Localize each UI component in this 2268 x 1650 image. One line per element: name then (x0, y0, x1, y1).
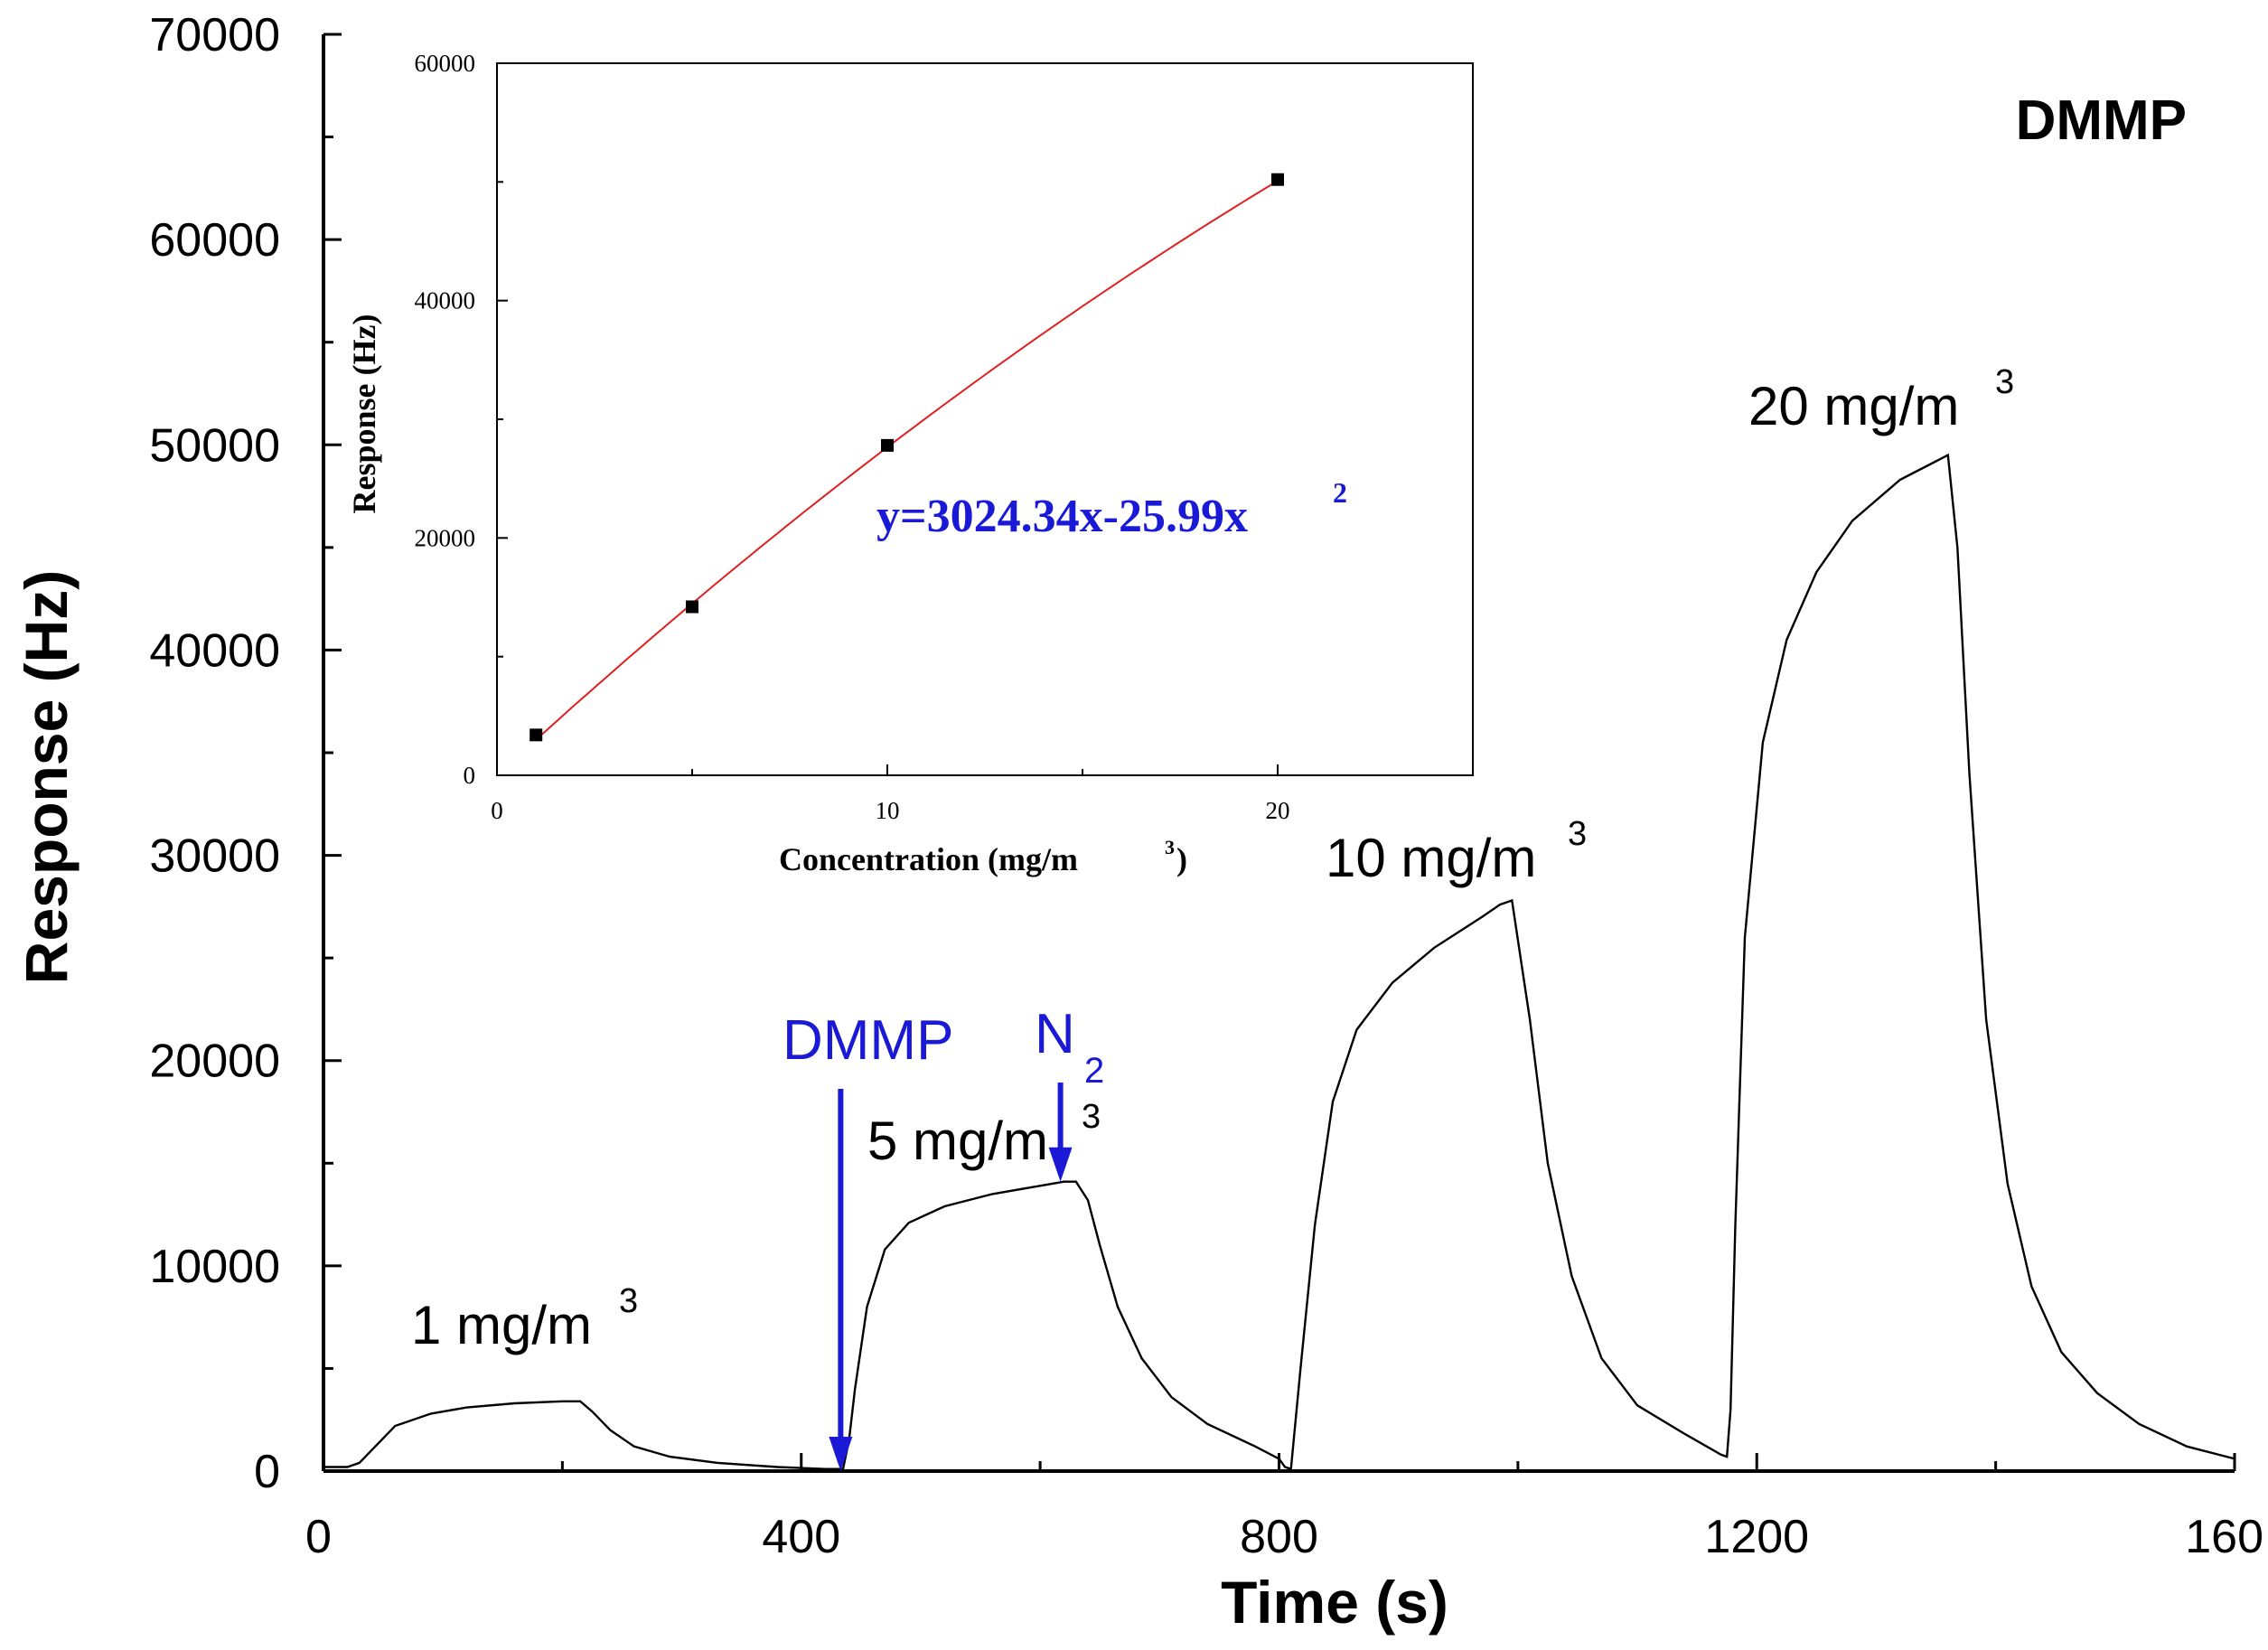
inset-tick-labels: 0 20000 40000 60000 0 10 20 (415, 50, 1290, 824)
main-axes (322, 33, 2236, 1473)
y-tick-label: 40000 (149, 624, 280, 677)
svg-text:Concentration (mg/m: Concentration (mg/m (779, 841, 1078, 877)
y-tick-label: 10000 (149, 1241, 280, 1293)
x-tick-label: 1200 (1704, 1511, 1809, 1563)
x-axis-title: Time (s) (1221, 1569, 1448, 1636)
dmmp-injection-marker: DMMP (783, 1009, 953, 1471)
gas-label: DMMP (2016, 89, 2187, 152)
svg-text:N: N (1035, 1003, 1075, 1065)
inset-data-points (530, 173, 1284, 742)
response-series-line (323, 453, 2235, 1471)
svg-text:3: 3 (1995, 363, 2014, 401)
inset-x-tick-label: 10 (876, 797, 900, 824)
y-tick-label: 60000 (149, 214, 280, 267)
inset-y-tick-label: 60000 (415, 50, 476, 77)
inset-x-tick-label: 20 (1266, 797, 1290, 824)
fit-equation: y=3024.34x-25.99x 2 (876, 476, 1347, 542)
svg-text:5 mg/m: 5 mg/m (867, 1111, 1048, 1171)
svg-text:3: 3 (619, 1282, 638, 1320)
svg-text:2: 2 (1084, 1051, 1104, 1091)
svg-text:): ) (1176, 841, 1187, 877)
inset-y-axis-title: Response (Hz) (346, 314, 382, 514)
n2-arrowhead-icon (1048, 1147, 1073, 1182)
x-tick-label: 800 (1240, 1511, 1318, 1563)
x-tick-label: 400 (762, 1511, 840, 1563)
x-tick-label: 0 (305, 1511, 332, 1563)
y-tick-label: 70000 (149, 9, 280, 61)
inset-y-tick-label: 40000 (415, 287, 476, 314)
svg-text:3: 3 (1165, 836, 1175, 858)
svg-text:1 mg/m: 1 mg/m (411, 1295, 592, 1355)
n2-purge-marker: N 2 (1035, 1003, 1104, 1182)
inset-fit-curve (535, 180, 1279, 741)
annotation-10mg: 10 mg/m 3 (1326, 815, 1587, 888)
annotation-1mg: 1 mg/m 3 (411, 1282, 638, 1355)
inset-chart: 0 20000 40000 60000 0 10 20 Concentration (mg/… (346, 50, 1474, 877)
inset-data-point (881, 438, 894, 452)
inset-y-tick-label: 0 (464, 762, 476, 789)
inset-y-tick-label: 20000 (415, 524, 476, 551)
y-tick-label: 50000 (149, 419, 280, 472)
svg-text:3: 3 (1568, 815, 1587, 853)
inset-axes (496, 62, 1474, 776)
svg-text:y=3024.34x-25.99x: y=3024.34x-25.99x (876, 491, 1248, 542)
inset-data-point (530, 728, 543, 742)
dmmp-arrowhead-icon (829, 1437, 853, 1471)
svg-text:DMMP: DMMP (783, 1009, 953, 1072)
annotation-5mg: 5 mg/m 3 (867, 1098, 1101, 1171)
inset-data-point (1271, 173, 1284, 186)
svg-text:10 mg/m: 10 mg/m (1326, 828, 1536, 888)
x-tick-label: 160 (2185, 1511, 2263, 1563)
inset-x-tick-label: 0 (491, 797, 503, 824)
annotation-20mg: 20 mg/m 3 (1748, 363, 2014, 436)
svg-text:3: 3 (1082, 1098, 1101, 1136)
svg-text:20 mg/m: 20 mg/m (1748, 376, 1959, 436)
y-axis-title: Response (Hz) (13, 570, 80, 984)
svg-text:2: 2 (1333, 476, 1347, 509)
inset-x-axis-title: Concentration (mg/m 3 ) (779, 836, 1187, 877)
inset-data-point (686, 600, 698, 614)
y-tick-label: 20000 (149, 1036, 280, 1088)
y-tick-label: 30000 (149, 830, 280, 883)
y-tick-label: 0 (254, 1446, 280, 1498)
